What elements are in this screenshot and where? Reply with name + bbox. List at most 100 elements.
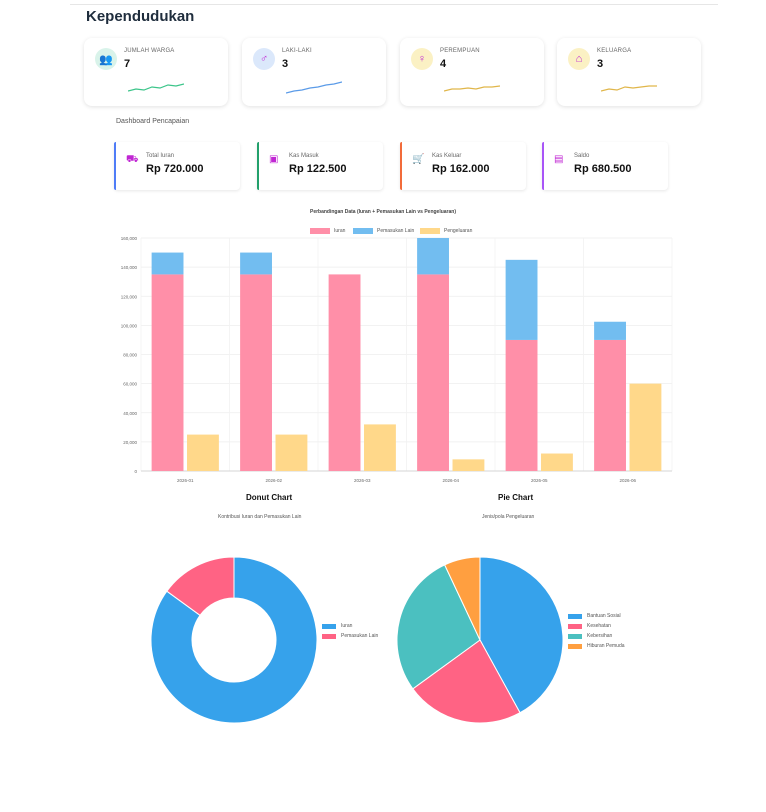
stat-value: 7 <box>124 58 131 70</box>
female-icon: ♀ <box>411 48 433 70</box>
stat-card-male[interactable]: ♂ LAKI-LAKI 3 <box>242 38 386 106</box>
stat-label: LAKI-LAKI <box>282 48 312 54</box>
legend-item[interactable]: Iuran <box>322 621 378 631</box>
cash-in-icon: ▣ <box>269 154 279 165</box>
bar-pemasukan-lain <box>417 238 449 275</box>
pie-chart-title: Jenis/pola Pengeluaran <box>482 514 535 520</box>
finance-card-cash-in[interactable]: ▣ Kas Masuk Rp 122.500 <box>257 142 383 190</box>
legend-label: Bantuan Sosial <box>587 613 621 619</box>
y-tick-label: 120,000 <box>121 294 138 299</box>
legend-swatch <box>322 633 336 639</box>
legend-label: Pemasukan Lain <box>341 633 379 639</box>
legend-swatch <box>568 623 582 629</box>
legend-swatch <box>322 623 336 629</box>
slice-kebersihan <box>396 564 481 690</box>
x-tick-label: 2026-06 <box>619 478 636 483</box>
legend-item[interactable]: Hiburan Pemuda <box>568 641 625 651</box>
y-tick-label: 100,000 <box>121 323 138 328</box>
bar-iuran <box>594 339 626 471</box>
stat-card-residents[interactable]: 👥 JUMLAH WARGA 7 <box>84 38 228 106</box>
legend-item[interactable]: Kesehatan <box>568 621 625 631</box>
sparkline <box>444 85 500 92</box>
stat-card-female[interactable]: ♀ PEREMPUAN 4 <box>400 38 544 106</box>
x-tick-label: 2026-05 <box>531 478 548 483</box>
y-tick-label: 40,000 <box>123 411 137 416</box>
bar-pengeluaran <box>541 453 573 471</box>
legend-item[interactable]: Kebersihan <box>568 631 625 641</box>
pie-legend: Bantuan Sosial Kesehatan Kebersihan Hibu… <box>568 611 625 651</box>
bar-pemasukan-lain <box>240 252 272 275</box>
donut-chart-heading: Donut Chart <box>246 493 293 502</box>
legend-label: Iuran <box>334 228 346 234</box>
finance-label: Total Iuran <box>146 153 175 159</box>
bar-iuran <box>151 274 184 471</box>
x-tick-label: 2026-03 <box>354 478 371 483</box>
finance-value: Rp 122.500 <box>289 163 347 175</box>
stat-value: 3 <box>597 58 604 70</box>
legend-item-pemasukan-lain[interactable]: Pemasukan Lain <box>353 226 414 236</box>
x-tick-label: 2026-01 <box>177 478 194 483</box>
accent-bar <box>257 142 259 190</box>
legend-label: Kesehatan <box>587 623 611 629</box>
stat-label: PEREMPUAN <box>440 48 480 54</box>
slice-iuran <box>150 556 318 724</box>
finance-card-cash-out[interactable]: 🛒 Kas Keluar Rp 162.000 <box>400 142 526 190</box>
stat-card-family[interactable]: ⌂ KELUARGA 3 <box>557 38 701 106</box>
bar-pengeluaran <box>629 383 662 471</box>
bar-pengeluaran <box>364 424 396 471</box>
bar-pemasukan-lain <box>505 259 538 340</box>
y-tick-label: 160,000 <box>121 236 138 241</box>
y-tick-label: 140,000 <box>121 265 138 270</box>
male-icon: ♂ <box>253 48 275 70</box>
y-tick-label: 60,000 <box>123 382 137 387</box>
sparkline <box>128 83 184 92</box>
slice-kesehatan <box>412 639 521 724</box>
finance-card-total-dues[interactable]: ⛟ Total Iuran Rp 720.000 <box>114 142 240 190</box>
donut-chart-title: Kontribusi Iuran dan Pemasukan Lain <box>218 514 302 520</box>
bar-iuran <box>240 274 272 471</box>
finance-label: Kas Keluar <box>432 153 462 159</box>
balance-icon: ▤ <box>554 154 564 165</box>
slice-hiburan-pemuda <box>443 556 481 641</box>
bar-pengeluaran <box>187 434 219 471</box>
stat-label: JUMLAH WARGA <box>124 48 175 54</box>
accent-bar <box>542 142 544 190</box>
y-tick-label: 80,000 <box>123 353 137 358</box>
bar-pengeluaran <box>452 459 485 471</box>
x-tick-label: 2026-04 <box>442 478 459 483</box>
legend-swatch <box>568 633 582 639</box>
legend-swatch <box>353 228 373 234</box>
bar-pemasukan-lain <box>151 252 184 275</box>
finance-label: Kas Masuk <box>289 153 319 159</box>
slice-pemasukan-lain <box>166 556 235 617</box>
finance-card-balance[interactable]: ▤ Saldo Rp 680.500 <box>542 142 668 190</box>
bar-chart-title: Perbandingan Data (Iuran + Pemasukan Lai… <box>309 209 456 215</box>
section-label: Dashboard Pencapaian <box>116 118 190 125</box>
legend-item-iuran[interactable]: Iuran <box>310 226 345 236</box>
finance-value: Rp 680.500 <box>574 163 632 175</box>
legend-swatch <box>420 228 440 234</box>
legend-item-pengeluaran[interactable]: Pengeluaran <box>420 226 472 236</box>
stat-value: 4 <box>440 58 447 70</box>
legend-label: Pemasukan Lain <box>377 228 415 234</box>
y-tick-label: 0 <box>134 469 137 474</box>
finance-value: Rp 162.000 <box>432 163 490 175</box>
legend-label: Kebersihan <box>587 633 613 639</box>
legend-swatch <box>568 613 582 619</box>
legend-item[interactable]: Pemasukan Lain <box>322 631 378 641</box>
bar-pemasukan-lain <box>594 321 626 340</box>
bar-iuran <box>417 274 449 471</box>
accent-bar <box>400 142 402 190</box>
users-icon: 👥 <box>95 48 117 70</box>
stat-label: KELUARGA <box>597 48 632 54</box>
legend-item[interactable]: Bantuan Sosial <box>568 611 625 621</box>
legend-swatch <box>310 228 330 234</box>
finance-value: Rp 720.000 <box>146 163 204 175</box>
sparkline <box>601 85 657 92</box>
top-divider <box>70 4 718 5</box>
bar-iuran <box>505 339 538 471</box>
slice-bantuan-sosial <box>479 556 564 714</box>
y-tick-label: 20,000 <box>123 440 137 445</box>
